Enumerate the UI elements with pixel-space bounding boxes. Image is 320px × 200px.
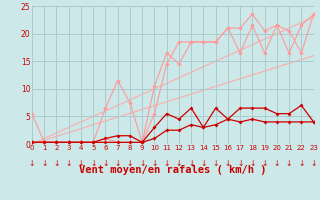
- Text: ↓: ↓: [151, 159, 158, 168]
- Text: ↓: ↓: [286, 159, 292, 168]
- Text: ↓: ↓: [29, 159, 35, 168]
- Text: ↓: ↓: [298, 159, 305, 168]
- Text: ↓: ↓: [176, 159, 182, 168]
- Text: ↓: ↓: [90, 159, 96, 168]
- Text: ↓: ↓: [78, 159, 84, 168]
- Text: ↓: ↓: [212, 159, 219, 168]
- Text: ↓: ↓: [237, 159, 243, 168]
- Text: ↓: ↓: [139, 159, 145, 168]
- Text: ↓: ↓: [41, 159, 47, 168]
- Text: ↓: ↓: [225, 159, 231, 168]
- Text: ↓: ↓: [274, 159, 280, 168]
- Text: ↓: ↓: [164, 159, 170, 168]
- X-axis label: Vent moyen/en rafales ( km/h ): Vent moyen/en rafales ( km/h ): [79, 165, 267, 175]
- Text: ↓: ↓: [310, 159, 317, 168]
- Text: ↓: ↓: [127, 159, 133, 168]
- Text: ↓: ↓: [102, 159, 109, 168]
- Text: ↓: ↓: [188, 159, 194, 168]
- Text: ↓: ↓: [261, 159, 268, 168]
- Text: ↓: ↓: [249, 159, 256, 168]
- Text: ↓: ↓: [66, 159, 72, 168]
- Text: ↓: ↓: [115, 159, 121, 168]
- Text: ↓: ↓: [53, 159, 60, 168]
- Text: ↓: ↓: [200, 159, 207, 168]
